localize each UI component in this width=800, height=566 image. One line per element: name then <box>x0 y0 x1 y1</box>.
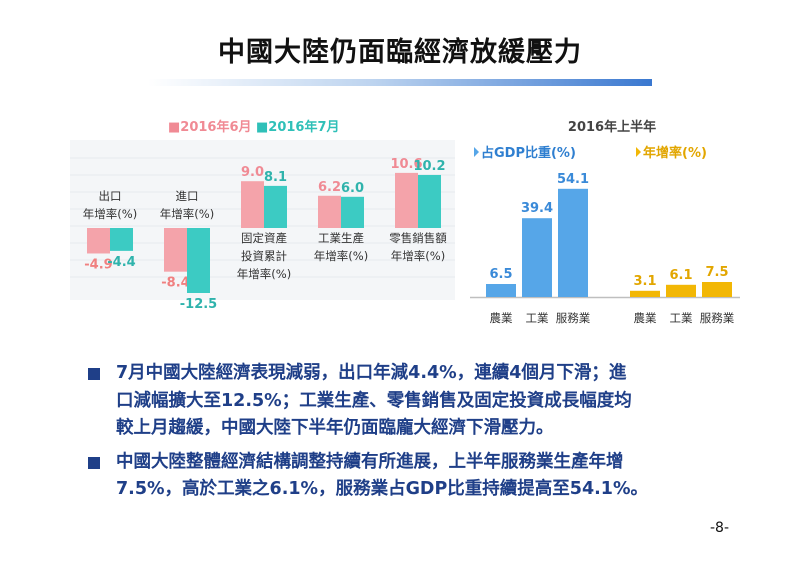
chart1-data-label: 6.2 <box>318 180 341 195</box>
chart2-category-label: 工業 <box>670 311 693 325</box>
chart1-legend-june: ■2016年6月 <box>168 119 252 135</box>
chart1-bar-june <box>87 228 110 254</box>
bullet-item-2: 中國大陸整體經濟結構調整持續有所進展，上半年服務業生產年增 7.5%，高於工業之… <box>84 449 734 504</box>
chart1-bar-june <box>241 181 264 228</box>
chart1-data-label: 10.6 <box>390 157 422 172</box>
chart2-title: 2016年上半年 <box>568 119 656 135</box>
chart1-category-label: 工業生產 <box>318 231 364 245</box>
chart1-bar-june <box>318 195 341 228</box>
chart2-legend-gdp-marker <box>474 147 479 157</box>
chart2-data-label: 6.1 <box>669 268 692 283</box>
chart1-category-label: 進口 <box>176 189 199 203</box>
chart2-bar-growth <box>666 284 696 297</box>
chart1-category-label: 年增率(%) <box>391 249 445 263</box>
chart1-category-label: 年增率(%) <box>237 267 291 281</box>
chart1-category-label: 出口 <box>99 189 122 203</box>
chart1-bar-july <box>187 228 210 293</box>
chart1-bar-july <box>110 228 133 251</box>
chart1-category-label: 投資累計 <box>241 249 287 263</box>
page-number: -8- <box>710 520 730 536</box>
chart2-data-label: 3.1 <box>633 274 656 289</box>
chart2-category-label: 農業 <box>634 311 657 325</box>
chart1-category-label: 年增率(%) <box>314 249 368 263</box>
bullet-item-1: 7月中國大陸經濟表現減弱，出口年減4.4%，連續4個月下滑；進 口減幅擴大至12… <box>84 360 734 443</box>
chart2-bar-gdp-share <box>486 284 516 297</box>
bullet-square-icon <box>88 368 100 380</box>
chart2-legend-growth-marker <box>636 147 641 157</box>
title-underline-bar <box>148 79 652 86</box>
bullet-1-line-3: 較上月趨緩，中國大陸下半年仍面臨龐大經濟下滑壓力。 <box>116 418 554 438</box>
chart2-category-label: 農業 <box>490 311 513 325</box>
chart1-data-label: -4.4 <box>107 255 135 270</box>
chart1-bar-june <box>395 172 418 228</box>
bullet-1-line-2: 口減幅擴大至12.5%；工業生產、零售銷售及固定投資成長幅度均 <box>116 390 632 411</box>
chart2-data-label: 6.5 <box>489 267 512 282</box>
chart2-data-label: 39.4 <box>521 201 553 216</box>
chart1-data-label: -12.5 <box>180 297 217 312</box>
chart1-data-label: 10.2 <box>413 159 445 174</box>
chart1-bar-july <box>418 174 441 228</box>
chart2-bar-growth <box>630 290 660 297</box>
chart1-data-label: -8.4 <box>161 276 189 291</box>
chart1-data-label: 6.0 <box>341 181 364 196</box>
chart1-bar-june <box>164 228 187 272</box>
chart1-category-label: 零售銷售額 <box>389 231 447 245</box>
chart2-category-label: 服務業 <box>556 311 591 325</box>
chart1-legend-july: ■2016年7月 <box>256 119 340 135</box>
chart2-data-label: 7.5 <box>705 265 728 280</box>
chart1-category-label: 年增率(%) <box>83 207 137 221</box>
chart1-category-label: 年增率(%) <box>160 207 214 221</box>
chart2-bar-growth <box>702 282 732 297</box>
chart1-category-label: 固定資產 <box>241 231 287 245</box>
chart2-category-label: 工業 <box>526 311 549 325</box>
chart2-category-label: 服務業 <box>700 311 735 325</box>
chart2-data-label: 54.1 <box>557 172 589 187</box>
chart1-bar-july <box>341 196 364 228</box>
chart1-data-label: 8.1 <box>264 170 287 185</box>
chart2-bar-gdp-share <box>522 218 552 297</box>
bullet-square-icon <box>88 456 100 469</box>
chart1-data-label: -4.9 <box>84 257 112 272</box>
bullet-2-line-2: 7.5%，高於工業之6.1%，服務業占GDP比重持續提高至54.1%。 <box>116 479 648 499</box>
bullet-2-line-1: 中國大陸整體經濟結構調整持續有所進展，上半年服務業生產年增 <box>116 451 624 472</box>
chart2-legend-gdp: 占GDP比重(%) <box>481 145 576 161</box>
chart2-bar-gdp-share <box>558 188 588 297</box>
page-title: 中國大陸仍面臨經濟放緩壓力 <box>218 37 582 68</box>
chart1-bar-july <box>264 185 287 228</box>
chart1-data-label: 9.0 <box>241 165 264 180</box>
bullet-list: 7月中國大陸經濟表現減弱，出口年減4.4%，連續4個月下滑；進 口減幅擴大至12… <box>84 360 734 510</box>
chart2-legend-growth: 年增率(%) <box>643 145 707 161</box>
bullet-1-line-1: 7月中國大陸經濟表現減弱，出口年減4.4%，連續4個月下滑；進 <box>116 363 627 383</box>
